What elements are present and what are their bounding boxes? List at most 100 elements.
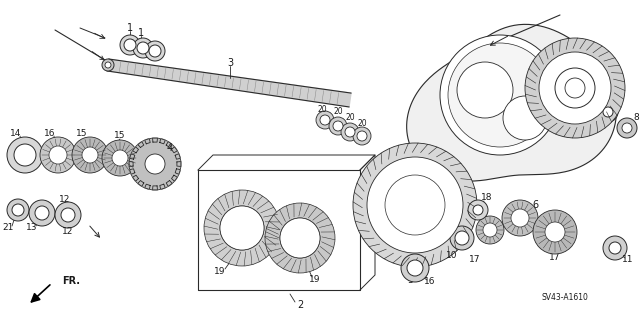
Text: 11: 11 <box>622 256 634 264</box>
Circle shape <box>316 111 334 129</box>
Circle shape <box>503 96 547 140</box>
Circle shape <box>280 218 320 258</box>
Text: FR.: FR. <box>62 276 80 286</box>
Circle shape <box>7 199 29 221</box>
Circle shape <box>555 68 595 108</box>
Text: 12: 12 <box>62 227 74 236</box>
Circle shape <box>450 226 474 250</box>
Circle shape <box>353 143 477 267</box>
Circle shape <box>603 236 627 260</box>
Circle shape <box>204 190 280 266</box>
Polygon shape <box>175 169 180 174</box>
Text: 10: 10 <box>446 251 458 261</box>
Text: 17: 17 <box>549 254 561 263</box>
Polygon shape <box>172 147 177 153</box>
Circle shape <box>345 127 355 137</box>
Circle shape <box>133 38 153 58</box>
Circle shape <box>603 107 613 117</box>
Polygon shape <box>107 59 351 107</box>
Polygon shape <box>129 161 133 167</box>
Text: 6: 6 <box>532 200 538 210</box>
Circle shape <box>367 157 463 253</box>
Text: 5: 5 <box>407 275 413 285</box>
Circle shape <box>525 38 625 138</box>
Polygon shape <box>132 175 138 181</box>
Text: 20: 20 <box>317 105 327 114</box>
Text: 9: 9 <box>614 95 620 105</box>
Circle shape <box>137 42 149 54</box>
Text: 2: 2 <box>297 300 303 310</box>
Polygon shape <box>138 142 144 147</box>
Text: 17: 17 <box>469 256 481 264</box>
Circle shape <box>102 140 138 176</box>
Circle shape <box>468 200 488 220</box>
Circle shape <box>385 175 445 235</box>
Text: 7: 7 <box>565 65 571 75</box>
Circle shape <box>370 160 460 250</box>
Circle shape <box>473 205 483 215</box>
Text: 16: 16 <box>424 278 436 286</box>
Polygon shape <box>172 175 177 181</box>
Circle shape <box>82 147 98 163</box>
Text: 4: 4 <box>167 143 173 153</box>
Circle shape <box>476 216 504 244</box>
Circle shape <box>265 203 335 273</box>
Circle shape <box>502 200 538 236</box>
Polygon shape <box>166 142 172 147</box>
Circle shape <box>29 200 55 226</box>
Circle shape <box>220 206 264 250</box>
Circle shape <box>145 41 165 61</box>
Circle shape <box>105 62 111 68</box>
Circle shape <box>617 118 637 138</box>
Polygon shape <box>160 139 165 144</box>
Circle shape <box>14 144 36 166</box>
Circle shape <box>448 43 552 147</box>
Circle shape <box>407 260 423 276</box>
Circle shape <box>598 102 618 122</box>
Text: 1: 1 <box>138 28 144 38</box>
Circle shape <box>539 52 611 124</box>
Polygon shape <box>145 184 150 189</box>
Text: 15: 15 <box>76 129 88 137</box>
Circle shape <box>387 177 443 233</box>
Circle shape <box>55 202 81 228</box>
Polygon shape <box>130 169 135 174</box>
Text: 16: 16 <box>44 129 56 137</box>
Text: 21: 21 <box>3 224 13 233</box>
Circle shape <box>457 62 513 118</box>
Circle shape <box>280 218 320 258</box>
Polygon shape <box>166 181 172 186</box>
Circle shape <box>124 39 136 51</box>
Circle shape <box>357 131 367 141</box>
Circle shape <box>61 208 75 222</box>
Circle shape <box>112 150 128 166</box>
Circle shape <box>7 137 43 173</box>
Circle shape <box>102 59 114 71</box>
Text: 15: 15 <box>115 131 125 140</box>
Text: 3: 3 <box>227 58 233 68</box>
Text: 20: 20 <box>357 118 367 128</box>
Text: 20: 20 <box>345 114 355 122</box>
Circle shape <box>12 204 24 216</box>
Text: SV43-A1610: SV43-A1610 <box>541 293 588 302</box>
Polygon shape <box>177 161 181 167</box>
Text: 1: 1 <box>127 23 133 33</box>
Circle shape <box>440 35 560 155</box>
Circle shape <box>228 214 256 242</box>
Text: 18: 18 <box>481 194 493 203</box>
Circle shape <box>541 54 609 122</box>
Circle shape <box>220 206 264 250</box>
Circle shape <box>145 154 165 174</box>
Circle shape <box>622 123 632 133</box>
Polygon shape <box>152 138 157 142</box>
Circle shape <box>401 254 429 282</box>
Polygon shape <box>406 24 616 181</box>
Polygon shape <box>138 181 144 186</box>
Text: 20: 20 <box>333 108 343 116</box>
Circle shape <box>288 226 312 250</box>
Polygon shape <box>160 184 165 189</box>
Polygon shape <box>175 154 180 159</box>
Circle shape <box>120 35 140 55</box>
Circle shape <box>129 138 181 190</box>
Polygon shape <box>130 154 135 159</box>
